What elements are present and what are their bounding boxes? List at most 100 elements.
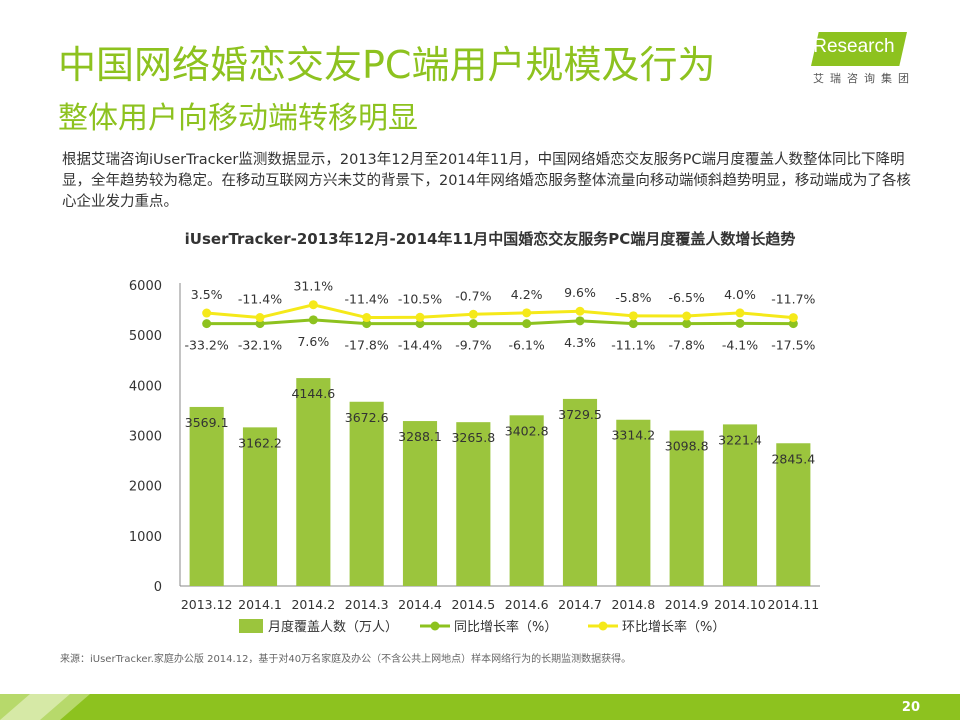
bar [456,422,491,586]
x-tick-label: 2014.6 [505,597,549,612]
bar [296,378,331,586]
bar-data-label: 4144.6 [291,386,335,401]
iresearch-logo: iResearch 艾瑞咨询集团 [805,30,915,86]
x-tick-label: 2014.11 [767,597,819,612]
mom-data-label: 31.1% [293,279,333,294]
x-tick-label: 2014.2 [291,597,335,612]
legend-label-bars: 月度覆盖人数（万人） [268,619,398,635]
yoy-data-label: -17.8% [345,338,389,353]
x-tick-label: 2014.3 [345,597,389,612]
y-tick-label: 4000 [129,379,162,394]
x-tick-label: 2014.7 [558,597,602,612]
bar-data-label: 3162.2 [238,435,282,450]
mom-point [788,313,798,323]
yoy-point [308,315,318,325]
bar-data-label: 3314.2 [611,428,655,443]
yoy-data-label: 7.6% [297,334,329,349]
mom-data-label: -11.7% [771,292,815,307]
legend-marker-yoy [430,621,440,631]
logo-text: iResearch [809,36,895,57]
mom-point [308,300,318,310]
page-subtitle: 整体用户向移动端转移明显 [58,101,418,136]
mom-data-label: -10.5% [398,291,442,306]
yoy-point [682,319,692,329]
mom-data-label: -11.4% [238,292,282,307]
y-tick-label: 2000 [129,480,162,495]
mom-line [206,303,794,320]
bar [509,415,544,586]
mom-data-label: 9.6% [564,285,596,300]
x-tick-label: 2014.8 [611,597,655,612]
chart-title: iUserTracker-2013年12月-2014年11月中国婚恋交友服务PC… [184,230,796,248]
yoy-data-label: -14.4% [398,338,442,353]
mom-point [735,308,745,318]
bar [616,419,651,586]
legend-label-mom: 环比增长率（%） [622,619,725,635]
mom-point [255,313,265,323]
bar [402,421,438,586]
y-tick-label: 6000 [129,279,162,294]
yoy-data-label: -17.5% [771,338,815,353]
bar-data-label: 2845.4 [771,451,815,466]
bar [349,401,384,586]
yoy-point [415,319,425,329]
mom-point [575,306,585,316]
mom-point [415,312,425,322]
page-title: 中国网络婚恋交友PC端用户规模及行为 [58,43,716,87]
yoy-line [206,318,794,326]
bar [242,427,278,586]
mom-data-label: 3.5% [191,287,223,302]
yoy-data-label: -4.1% [722,337,758,352]
y-tick-label: 3000 [129,430,162,445]
mom-data-label: -0.7% [455,288,491,303]
bar [189,406,224,586]
mom-point [628,311,638,321]
mom-data-label: 4.2% [511,287,543,302]
yoy-data-label: -11.1% [611,338,655,353]
mom-point [682,311,692,321]
description-paragraph: 根据艾瑞咨询iUserTracker监测数据显示，2013年12月至2014年1… [62,152,911,210]
bar-data-label: 3098.8 [665,439,709,454]
bar-data-label: 3288.1 [398,429,442,444]
y-tick-label: 5000 [129,329,162,344]
mom-data-label: -6.5% [669,290,705,305]
mom-data-label: -5.8% [615,290,651,305]
yoy-point [468,319,478,329]
yoy-point [575,316,585,326]
x-tick-label: 2014.9 [665,597,709,612]
yoy-point [202,319,212,329]
yoy-data-label: -33.2% [185,338,229,353]
bar [722,424,758,586]
bar-data-label: 3402.8 [505,423,549,438]
mom-point [202,308,212,318]
x-tick-label: 2014.4 [398,597,442,612]
bar-data-label: 3569.1 [185,415,229,430]
mom-point [522,308,532,318]
mom-point [468,309,478,319]
yoy-point [735,318,745,328]
bar [776,443,811,586]
mom-data-label: 4.0% [724,287,756,302]
yoy-data-label: -7.8% [669,338,705,353]
bar-data-label: 3265.8 [451,430,495,445]
yoy-data-label: 4.3% [564,335,596,350]
page-number: 20 [901,700,920,715]
bar [669,430,704,586]
x-tick-label: 2013.12 [181,597,233,612]
source-note: 来源：iUserTracker.家庭办公版 2014.12，基于对40万名家庭及… [60,654,632,665]
footer-bar [0,694,960,720]
mom-point [362,313,372,323]
x-tick-label: 2014.10 [714,597,766,612]
yoy-data-label: -6.1% [509,338,545,353]
legend-marker-mom [598,621,608,631]
bar-data-label: 3221.4 [718,432,762,447]
legend-swatch-bars [239,619,263,633]
yoy-data-label: -9.7% [455,338,491,353]
y-tick-label: 0 [154,580,162,595]
x-tick-label: 2014.1 [238,597,282,612]
yoy-data-label: -32.1% [238,338,282,353]
bar [562,398,598,586]
legend-label-yoy: 同比增长率（%） [454,619,557,635]
x-tick-label: 2014.5 [451,597,495,612]
